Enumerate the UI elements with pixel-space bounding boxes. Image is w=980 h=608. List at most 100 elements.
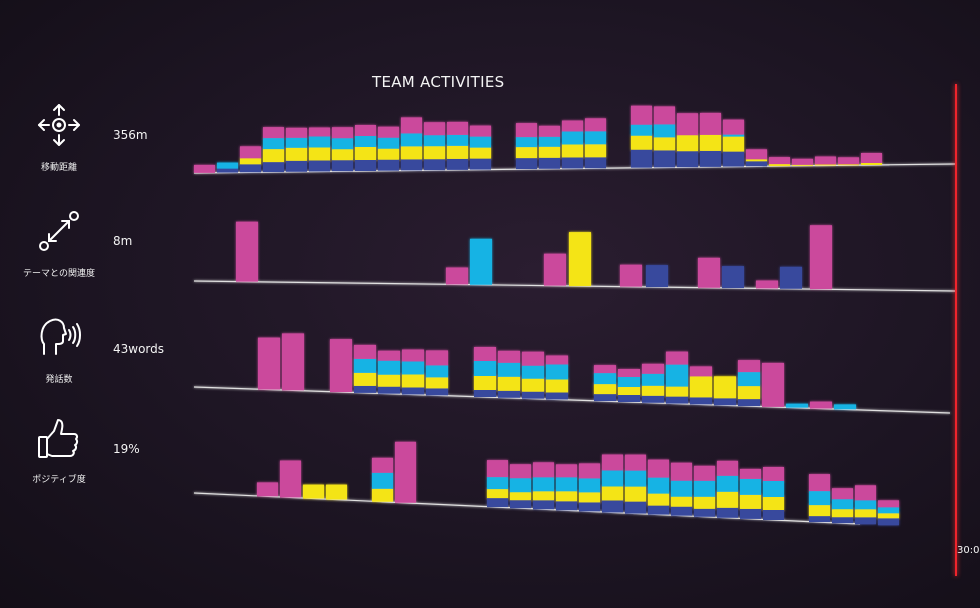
bar-segment-navy bbox=[809, 516, 830, 523]
bar-segment-magenta bbox=[546, 355, 568, 365]
bar-segment-navy bbox=[263, 162, 284, 173]
bar-segment-cyan bbox=[618, 377, 640, 387]
bar-navy bbox=[646, 265, 668, 288]
bar-segment-yellow bbox=[666, 386, 688, 397]
timer-line bbox=[955, 84, 957, 576]
bar-segment-yellow bbox=[792, 164, 813, 166]
bar-segment-magenta bbox=[447, 121, 468, 135]
bar-segment-magenta bbox=[677, 113, 698, 136]
bar-segment-cyan bbox=[378, 360, 400, 375]
bar-segment-cyan bbox=[556, 477, 577, 492]
bar-segment-navy bbox=[677, 151, 698, 168]
bar-magenta bbox=[756, 280, 778, 289]
bar-segment-magenta bbox=[746, 149, 767, 160]
bar-segment-navy bbox=[738, 399, 760, 407]
bar-segment-yellow bbox=[286, 147, 307, 161]
bar-segment-magenta bbox=[832, 488, 853, 500]
bar-segment-cyan bbox=[470, 136, 491, 148]
bar-segment-cyan bbox=[723, 134, 744, 137]
bar-segment-navy bbox=[354, 385, 376, 393]
bar-segment-magenta bbox=[700, 112, 721, 135]
bar-segment-magenta bbox=[723, 119, 744, 135]
bar-segment-navy bbox=[474, 390, 496, 397]
bar-segment-yellow bbox=[815, 164, 836, 166]
bar-segment-navy bbox=[763, 510, 784, 520]
bar-segment-magenta bbox=[286, 127, 307, 138]
bar-segment-magenta bbox=[309, 127, 330, 137]
metric-label: ポジティブ度 bbox=[32, 475, 86, 485]
bar-segment-navy bbox=[642, 395, 664, 403]
bar-segment-cyan bbox=[648, 477, 669, 494]
bar-segment-cyan bbox=[546, 364, 568, 380]
bar-segment-magenta bbox=[498, 350, 520, 363]
bar-segment-navy bbox=[878, 518, 899, 526]
bar-segment-yellow bbox=[447, 145, 468, 159]
bar-segment-navy bbox=[618, 395, 640, 402]
bar-segment-yellow bbox=[378, 374, 400, 387]
bar-segment-magenta bbox=[666, 351, 688, 365]
bar-segment-cyan bbox=[642, 373, 664, 386]
bar-segment-yellow bbox=[654, 137, 675, 151]
bar-segment-cyan bbox=[332, 138, 353, 150]
bar-segment-navy bbox=[648, 505, 669, 515]
bar-segment-navy bbox=[562, 157, 583, 169]
bar-segment-magenta bbox=[258, 337, 280, 390]
bar-segment-yellow bbox=[855, 509, 876, 518]
bar-segment-cyan bbox=[372, 472, 393, 489]
bar-segment-magenta bbox=[556, 464, 577, 478]
bar-segment-magenta bbox=[240, 146, 261, 159]
bar-segment-magenta bbox=[625, 454, 646, 471]
bar-segment-magenta bbox=[861, 153, 882, 163]
bar-segment-yellow bbox=[424, 146, 445, 160]
bar-segment-navy bbox=[585, 157, 606, 169]
bar-segment-yellow bbox=[263, 149, 284, 163]
bar-segment-navy bbox=[740, 508, 761, 519]
bar-segment-navy bbox=[579, 502, 600, 512]
bar-segment-yellow bbox=[533, 491, 554, 501]
bar-segment-yellow bbox=[516, 147, 537, 159]
bar-segment-magenta bbox=[815, 156, 836, 165]
bar-segment-magenta bbox=[257, 482, 278, 497]
thumbs-up-icon bbox=[38, 419, 79, 458]
bar-segment-navy bbox=[666, 396, 688, 404]
timer-label: 30:0 bbox=[957, 545, 980, 556]
bar-segment-yellow bbox=[832, 509, 853, 518]
bar-segment-navy bbox=[470, 158, 491, 170]
move-arrows-icon bbox=[38, 104, 80, 146]
bar-segment-magenta bbox=[402, 349, 424, 362]
bar-segment-navy bbox=[516, 158, 537, 170]
bar-segment-cyan bbox=[562, 131, 583, 145]
bar-magenta bbox=[236, 221, 258, 282]
bar-segment-cyan bbox=[516, 137, 537, 148]
bar-segment-magenta bbox=[470, 125, 491, 137]
bar-segment-yellow bbox=[556, 491, 577, 502]
bar-segment-magenta bbox=[378, 350, 400, 361]
bar-segment-magenta bbox=[585, 118, 606, 132]
bar-segment-cyan bbox=[832, 499, 853, 510]
bar-cyan bbox=[470, 238, 492, 285]
bar-segment-magenta bbox=[769, 157, 790, 165]
theme-relevance-icon bbox=[39, 211, 79, 251]
bar-segment-yellow bbox=[723, 136, 744, 152]
bar-segment-magenta bbox=[372, 457, 393, 473]
bar-segment-magenta bbox=[618, 369, 640, 377]
metric-value: 356m bbox=[113, 128, 148, 142]
bar-segment-navy bbox=[487, 498, 508, 508]
bar-segment-magenta bbox=[602, 454, 623, 471]
bar-segment-cyan bbox=[855, 500, 876, 510]
bar-segment-navy bbox=[539, 157, 560, 169]
bar-segment-magenta bbox=[378, 126, 399, 138]
bar-segment-yellow bbox=[746, 159, 767, 162]
bar-segment-navy bbox=[309, 160, 330, 172]
bar-segment-yellow bbox=[740, 494, 761, 509]
bar-segment-magenta bbox=[762, 362, 784, 407]
bar-segment-navy bbox=[594, 394, 616, 402]
bar-segment-magenta bbox=[740, 468, 761, 479]
bar-magenta bbox=[446, 267, 468, 285]
bar-segment-magenta bbox=[280, 460, 301, 498]
bar-segment-magenta bbox=[631, 105, 652, 125]
bar-segment-cyan bbox=[426, 365, 448, 378]
bar-segment-cyan bbox=[786, 403, 808, 408]
bar-segment-yellow bbox=[594, 384, 616, 395]
bar-segment-cyan bbox=[671, 480, 692, 497]
